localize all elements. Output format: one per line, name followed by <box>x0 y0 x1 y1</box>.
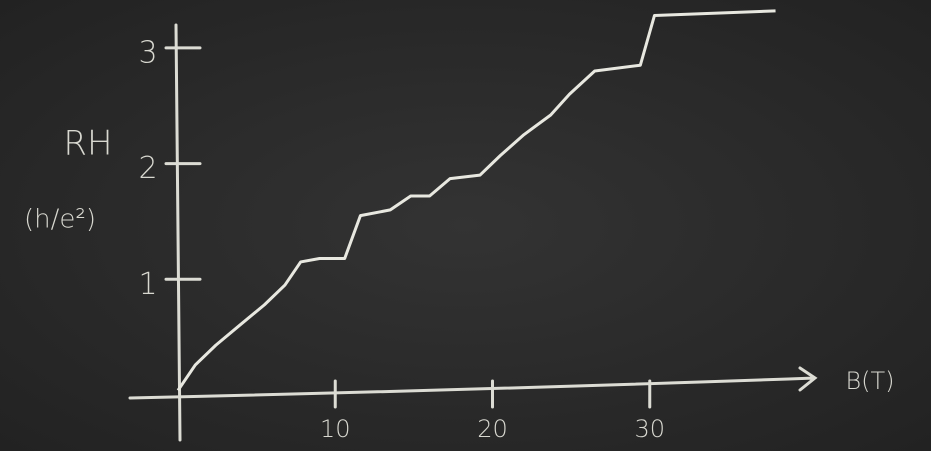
x-tick-label: 30 <box>634 415 665 443</box>
y-tick-label: 2 <box>138 151 157 186</box>
y-axis-label: RH <box>63 124 112 164</box>
x-tick-label: 20 <box>477 415 508 443</box>
chalkboard-chart: B(T) RH (h/e²) 10 20 30 1 2 3 <box>0 0 931 451</box>
y-axis <box>176 25 180 440</box>
y-tick-label: 3 <box>138 35 157 70</box>
x-axis-label: B(T) <box>845 367 894 395</box>
y-tick-label: 1 <box>138 267 157 302</box>
x-tick-label: 10 <box>320 415 351 443</box>
y-axis-unit: (h/e²) <box>24 205 96 235</box>
x-axis <box>130 368 815 398</box>
data-line <box>178 11 776 391</box>
